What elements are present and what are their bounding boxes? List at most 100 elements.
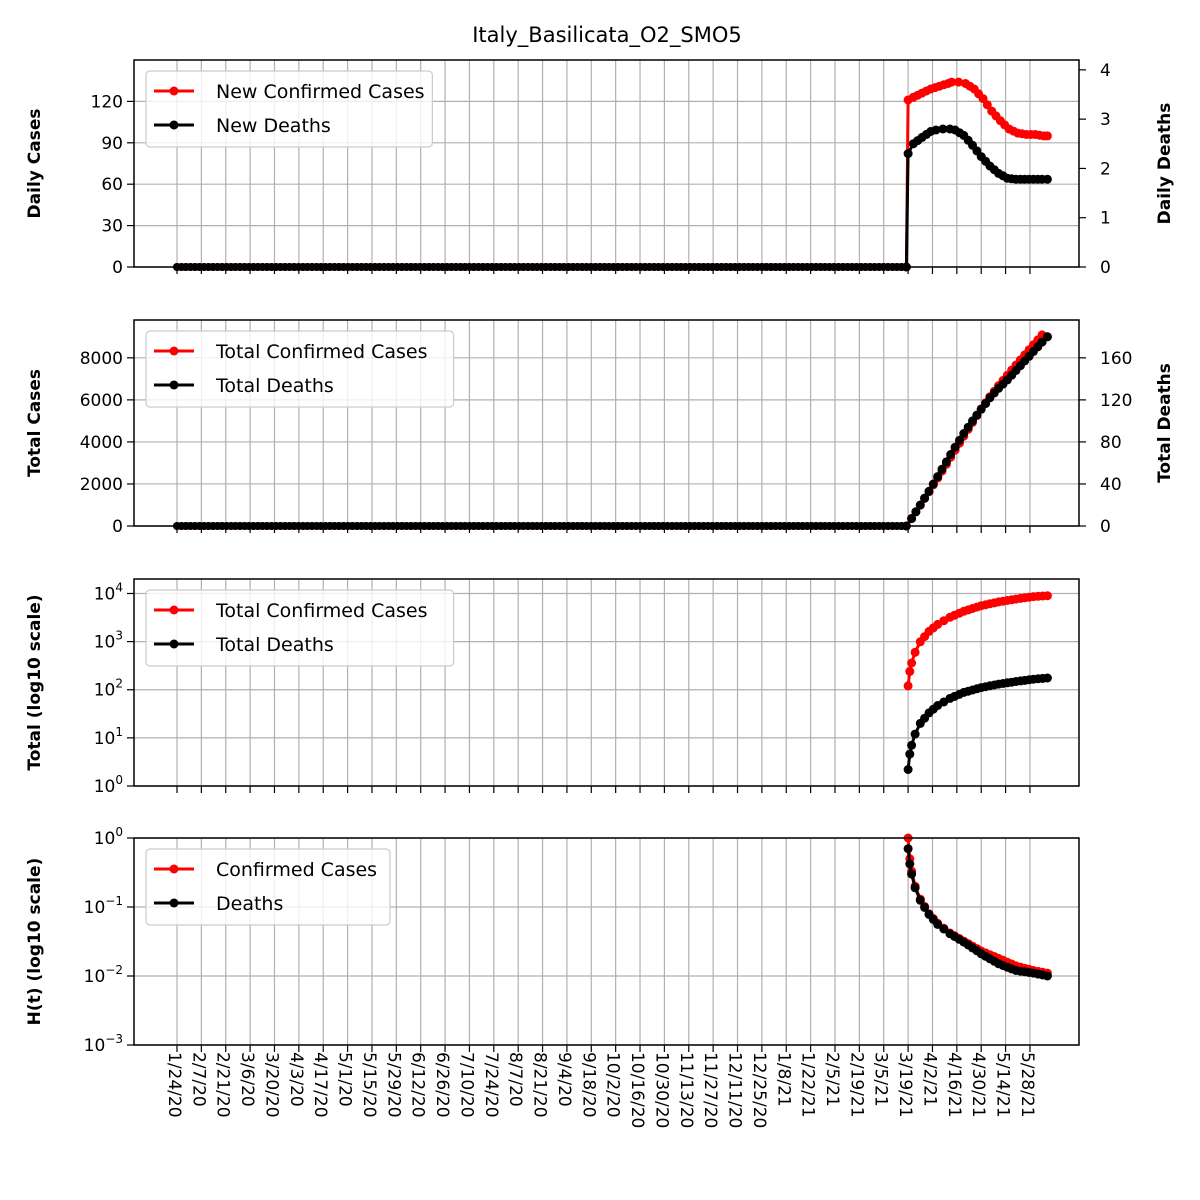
y-axis-label: Total Cases	[25, 369, 45, 477]
legend-label: New Confirmed Cases	[216, 81, 425, 103]
data-point	[933, 472, 943, 482]
data-point	[903, 681, 913, 691]
legend: New Confirmed Cases New Deaths	[145, 70, 433, 148]
legend-marker	[169, 605, 179, 615]
x-tick-label: 1/8/21	[773, 1052, 793, 1107]
y-right-tick-label: 160	[1100, 349, 1132, 369]
data-point	[920, 493, 930, 503]
data-point	[1042, 673, 1052, 683]
data-point	[907, 740, 917, 750]
legend-marker	[169, 864, 179, 874]
series-line	[177, 127, 1048, 269]
data-point	[903, 765, 913, 774]
y-tick-label: 60	[101, 175, 123, 195]
data-point	[937, 464, 947, 474]
legend-label: Total Confirmed Cases	[215, 600, 428, 622]
y-tick-exponent: 1	[115, 725, 123, 739]
y-right-axis-label: Total Deaths	[1155, 363, 1175, 483]
legend-label: New Deaths	[216, 115, 331, 137]
data-point	[1042, 591, 1052, 601]
legend-box	[145, 848, 391, 926]
x-tick-label: 10/30/20	[651, 1052, 671, 1128]
y-right-tick-label: 3	[1100, 110, 1111, 130]
series-total-confirmed-cases	[903, 591, 1052, 691]
x-tick-label: 10/2/20	[603, 1052, 623, 1118]
y-tick-label: 4000	[80, 433, 123, 453]
y-tick-label: 100	[94, 773, 123, 797]
legend-marker	[169, 898, 179, 908]
data-point	[903, 844, 913, 854]
data-point	[954, 77, 964, 87]
data-point	[907, 514, 917, 524]
series-deaths	[903, 844, 1052, 981]
data-point	[939, 924, 949, 934]
y-right-tick-label: 40	[1100, 475, 1122, 495]
data-point	[910, 883, 920, 893]
y-axis-label: Total (log10 scale)	[25, 594, 45, 770]
series-total-deaths	[903, 673, 1052, 774]
x-tick-label: 4/30/21	[968, 1052, 988, 1118]
data-point	[910, 647, 920, 657]
x-tick-label: 3/5/21	[871, 1052, 891, 1107]
data-point	[911, 507, 921, 517]
x-tick-label: 3/20/20	[261, 1052, 281, 1118]
data-point	[982, 100, 992, 110]
x-tick-label: 4/17/20	[310, 1052, 330, 1118]
data-point	[946, 450, 956, 459]
y-tick-label: 0	[112, 258, 123, 278]
x-tick-label: 2/5/21	[822, 1052, 842, 1107]
data-point	[920, 902, 930, 912]
x-tick-label: 5/28/21	[1017, 1052, 1037, 1118]
legend-marker	[169, 120, 179, 130]
data-point	[915, 895, 925, 905]
x-tick-label: 8/7/20	[505, 1052, 525, 1107]
y-tick-exponent: 0	[115, 825, 123, 839]
y-right-tick-label: 0	[1100, 517, 1111, 537]
y-tick-label: 100	[94, 825, 123, 849]
legend-marker	[169, 86, 179, 96]
data-point	[1042, 131, 1052, 141]
legend-marker	[169, 639, 179, 649]
y-right-tick-label: 1	[1100, 209, 1111, 229]
panel-hazard_log: 10−3 10−2 10−1 100 H(t) (log10 scale) Confirm…	[25, 825, 1080, 1056]
legend-box	[145, 589, 455, 667]
y-tick-label: 104	[94, 580, 123, 604]
y-tick-label: 30	[101, 217, 123, 237]
y-right-tick-label: 80	[1100, 433, 1122, 453]
data-point	[905, 666, 915, 676]
data-point	[1042, 332, 1052, 342]
data-point	[931, 125, 941, 135]
plot-frame	[133, 59, 1080, 268]
y-tick-exponent: 0	[115, 773, 123, 787]
legend: Total Confirmed Cases Total Deaths	[145, 330, 455, 408]
data-point	[950, 442, 960, 452]
plot-frame	[133, 319, 1080, 527]
x-tick-label: 12/25/20	[749, 1052, 769, 1128]
y-right-tick-label: 2	[1100, 159, 1111, 179]
y-axis-label: Daily Cases	[25, 109, 45, 219]
x-tick-label: 1/24/20	[164, 1052, 184, 1118]
data-point	[959, 429, 969, 438]
y-right-tick-label: 0	[1100, 258, 1111, 278]
data-point	[915, 500, 925, 510]
data-point	[938, 124, 948, 134]
plot-frame	[133, 578, 1080, 787]
x-tick-label: 5/29/20	[383, 1052, 403, 1118]
y-tick-label: 6000	[80, 391, 123, 411]
y-tick-label: 10−1	[84, 894, 123, 918]
x-tick-label: 5/14/21	[993, 1052, 1013, 1118]
x-tick-label: 9/18/20	[578, 1052, 598, 1118]
data-point	[947, 77, 957, 87]
legend-label: Total Deaths	[215, 375, 334, 397]
y-right-axis-label: Daily Deaths	[1155, 103, 1175, 225]
data-point	[1042, 174, 1052, 184]
y-right-tick-label: 4	[1100, 61, 1111, 81]
y-tick-exponent: 2	[115, 677, 123, 691]
y-tick-exponent: 4	[115, 580, 123, 594]
y-tick-label: 2000	[80, 475, 123, 495]
x-tick-labels: 1/24/20 2/7/20 2/21/20 3/6/20 3/20/20 4/3/20 4…	[164, 1052, 1037, 1128]
x-tick-label: 12/11/20	[725, 1052, 745, 1128]
x-tick-label: 4/16/21	[944, 1052, 964, 1118]
x-tick-label: 2/19/21	[846, 1052, 866, 1118]
